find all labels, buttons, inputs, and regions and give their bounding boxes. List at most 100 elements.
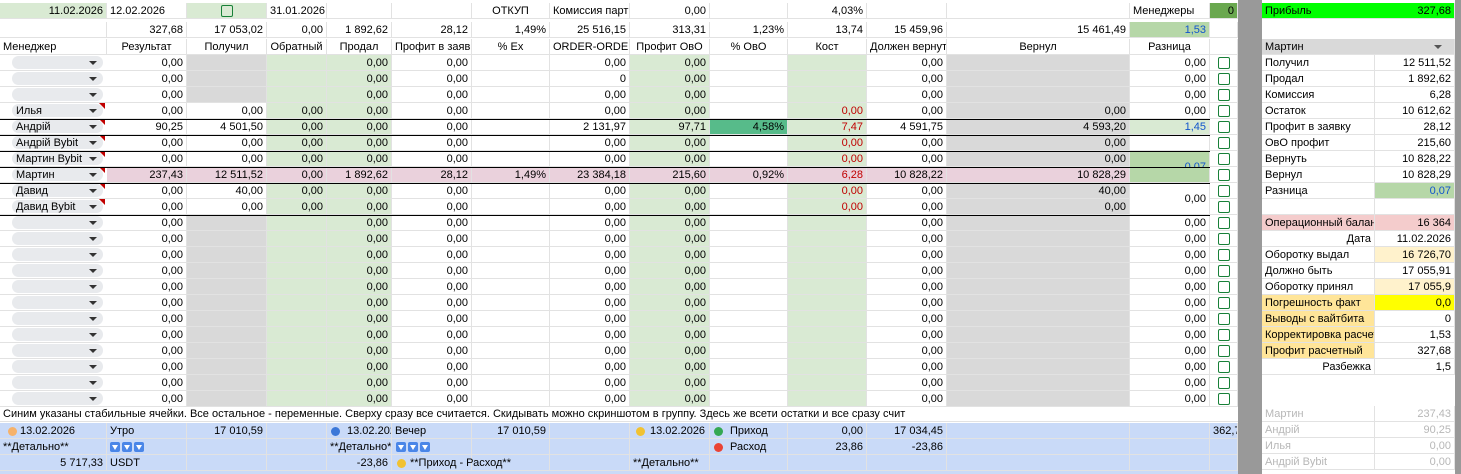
dropdown[interactable] [12,72,103,85]
cell [710,87,788,103]
checkbox[interactable] [1218,393,1230,405]
icon [714,427,723,436]
panel-value: 1,5 [1375,359,1455,375]
dropdown[interactable] [12,392,103,405]
dropdown[interactable] [12,312,103,325]
column-header [1210,39,1238,55]
cell [267,215,327,231]
cell: 0,00 [327,183,392,199]
checkbox[interactable] [1218,265,1230,277]
dropdown[interactable] [12,200,103,213]
cell: 0,00 [630,71,710,87]
checkbox[interactable] [1218,121,1230,133]
cell [267,247,327,263]
cell [947,71,1130,87]
cell [788,55,867,71]
dropdown[interactable] [12,296,103,309]
checkbox[interactable] [1218,73,1230,85]
column-header: Менеджер [0,39,107,55]
cell: 0,00 [1130,215,1210,231]
checkbox[interactable] [1218,217,1230,229]
cell [187,311,267,327]
dropdown[interactable] [12,360,103,373]
dropdown[interactable] [12,344,103,357]
manager-name [0,311,107,327]
dropdown[interactable] [12,216,103,229]
checkbox[interactable] [1218,169,1230,181]
icon [636,427,645,436]
checkbox[interactable] [221,5,233,17]
arrow-button[interactable] [122,442,132,452]
checkbox[interactable] [1218,185,1230,197]
column-header: Разница [1130,39,1210,55]
cell [267,375,327,391]
checkbox[interactable] [1218,377,1230,389]
cell: 0,00 [788,135,867,151]
cell: 0,00 [550,295,630,311]
cell [267,279,327,295]
cell: 0,00 [107,375,187,391]
checkbox[interactable] [1218,89,1230,101]
arrow-button[interactable] [110,442,120,452]
cell [1130,135,1210,151]
cell: 0,00 [630,183,710,199]
panel-label: Выводы с вайтбита [1262,311,1375,327]
cell [710,183,788,199]
cell: 10 828,29 [947,167,1130,183]
dropdown[interactable] [12,328,103,341]
cell: 0,00 [327,119,392,135]
dropdown[interactable] [12,152,103,165]
checkbox[interactable] [1218,313,1230,325]
panel-label: Комиссия [1262,87,1375,103]
cell: 0,00 [327,231,392,247]
checkbox[interactable] [1218,361,1230,373]
dropdown[interactable] [12,248,103,261]
cell: 0,00 [867,103,947,119]
icon [331,427,340,436]
checkbox[interactable] [1218,233,1230,245]
checkbox[interactable] [1218,329,1230,341]
manager-name: Андрій Bybit [0,135,107,151]
arrow-button[interactable] [408,442,418,452]
cell: 0,00 [550,343,630,359]
dropdown[interactable] [12,168,103,181]
checkbox[interactable] [1218,153,1230,165]
cell: 25 516,15 [550,22,630,38]
checkbox[interactable] [1218,297,1230,309]
checkbox[interactable] [1218,201,1230,213]
arrow-button[interactable] [420,442,430,452]
dropdown[interactable] [12,136,103,149]
cell: 2 131,97 [550,119,630,135]
dropdown[interactable] [12,56,103,69]
checkbox[interactable] [1218,249,1230,261]
dropdown[interactable] [12,376,103,389]
arrow-button[interactable] [134,442,144,452]
dropdown[interactable] [12,264,103,277]
cell [947,343,1130,359]
checkbox[interactable] [1218,105,1230,117]
cell: 0,00 [630,375,710,391]
cell: 0,00 [392,311,472,327]
arrow-button[interactable] [396,442,406,452]
panel-selector[interactable]: Мартин [1262,39,1455,55]
cell: Комиссия партн [550,3,630,19]
dropdown[interactable] [12,280,103,293]
dropdown[interactable] [12,120,103,133]
panel-label: Профит в заявку [1262,119,1375,135]
checkbox[interactable] [1218,345,1230,357]
cell: 1,49% [472,22,550,38]
checkbox[interactable] [1218,281,1230,293]
dropdown[interactable] [12,104,103,117]
panel-value: 0,00 [1375,438,1455,454]
checkbox[interactable] [1218,137,1230,149]
cell: 40,00 [187,183,267,199]
cell [187,359,267,375]
cell [1210,119,1238,135]
checkbox[interactable] [1218,57,1230,69]
dropdown[interactable] [12,232,103,245]
cell [788,295,867,311]
dropdown[interactable] [12,184,103,197]
cell [788,231,867,247]
cell: Менеджеры [1130,3,1210,19]
dropdown[interactable] [12,88,103,101]
